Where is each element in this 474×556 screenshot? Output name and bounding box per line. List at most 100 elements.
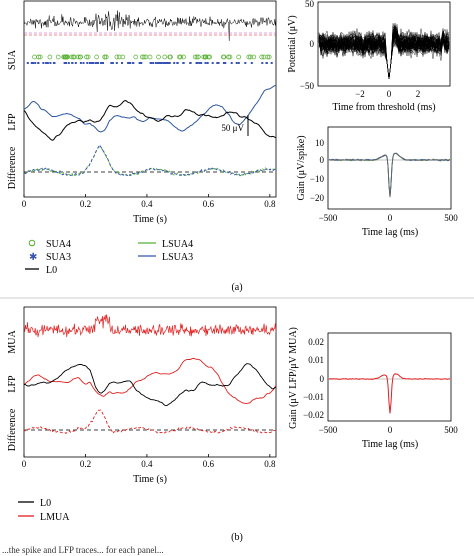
sua3-marker (230, 62, 233, 64)
sua3-marker (100, 62, 103, 64)
sua3-marker (82, 62, 85, 64)
sua3-marker (121, 62, 123, 64)
spike-waveform (318, 26, 450, 80)
spike-waveform (318, 28, 450, 80)
gain-b-xtick-neg500: −500 (319, 425, 338, 435)
legend-lsua4-label: LSUA4 (162, 239, 193, 250)
gain-a-xtick-500: 500 (444, 213, 458, 223)
sua4-marker (85, 54, 91, 60)
sua4-marker (114, 54, 120, 60)
sua3-marker (96, 62, 99, 64)
sua3-marker (42, 62, 45, 64)
sua3-marker (74, 62, 77, 64)
sua3-marker (250, 62, 253, 64)
gain-b-xlabel: Time lag (ms) (362, 439, 418, 450)
gain-inset-b-frame (327, 332, 452, 422)
sua4-marker (116, 54, 122, 60)
panel-a-frame (23, 0, 277, 198)
sua3-marker (163, 62, 165, 64)
gain-a-traces (328, 152, 451, 198)
waveform-ytick-neg50: −50 (300, 81, 315, 91)
gain-a-curve (328, 152, 451, 198)
gain-a-ytick-neg10: −10 (310, 174, 325, 184)
difference-sua3 (24, 143, 276, 177)
sua3-marker (30, 62, 33, 64)
scale-bar-label: 50 μV (221, 123, 244, 133)
waveform-xlabel: Time from threshold (ms) (332, 102, 435, 113)
sua4-marker (147, 54, 153, 60)
panel-a-main: 50 μV SUA LFP Difference 0 0.2 0.4 0.6 0.8 T… (7, 0, 277, 225)
sua4-marker (246, 54, 252, 60)
sua3-marker (211, 62, 214, 64)
row-label-difference-b: Difference (7, 408, 18, 451)
waveform-inset: 50 0 −50 −2 0 2 Time from threshold (ms)… (287, 0, 451, 113)
difference-trace-b (24, 409, 276, 435)
sua4-marker (227, 54, 233, 60)
gain-inset-b: 0.02 0.01 0 −0.01 −0.02 −500 0 500 Time … (288, 327, 458, 450)
legend-b-l0-label: L0 (40, 498, 51, 509)
sua4-marker (103, 54, 109, 60)
sua4-marker (84, 54, 89, 60)
sua4-marker (78, 54, 83, 60)
spike-waveform (318, 27, 450, 80)
gain-a-xtick-neg500: −500 (319, 213, 338, 223)
sua3-marker (129, 62, 132, 64)
l0-trace-b (24, 363, 276, 407)
x-axis-ticks: 0 0.2 0.4 0.6 0.8 (22, 194, 276, 209)
panel-b-frame (23, 306, 277, 458)
raw-sua-trace (24, 10, 276, 41)
legend-lsua3-label: LSUA3 (162, 252, 193, 263)
sua3-marker (67, 62, 70, 64)
sua3-marker (138, 62, 141, 64)
sua3-marker (52, 62, 55, 64)
gain-a-xlabel: Time lag (ms) (362, 227, 418, 238)
waveform-xtick-0: 0 (387, 89, 392, 99)
sua4-marker (178, 54, 183, 60)
waveform-ytick-50: 50 (305, 0, 315, 9)
sua4-marker (47, 54, 53, 60)
gain-inset-a: 10 0 −10 −20 −500 0 500 Time lag (ms) Ga… (296, 126, 458, 238)
sua3-marker (111, 62, 114, 64)
sua4-marker (201, 54, 207, 60)
sua3-marker (182, 62, 185, 64)
sua3-marker (49, 62, 52, 64)
sua4-marker (55, 54, 61, 60)
lmua-trace (24, 357, 276, 404)
sua4-marker (168, 54, 173, 60)
sua4-marker (32, 54, 37, 60)
row-label-lfp: LFP (7, 113, 18, 131)
sua4-marker (226, 54, 231, 60)
sua3-marker (65, 62, 68, 64)
sua3-marker (244, 62, 247, 64)
x-tick-label: 0.6 (203, 199, 215, 209)
sua3-marker (95, 62, 98, 64)
gain-b-ylabel: Gain (μV LFP/μV MUA) (288, 327, 299, 429)
sua3-marker (86, 62, 89, 64)
raw-trace (24, 10, 276, 41)
waveform-inset-frame (317, 1, 451, 87)
legend-a: SUA4 ✱ SUA3 L0 LSUA4 LSUA3 (25, 239, 193, 276)
sua4-marker (248, 54, 253, 60)
sua3-marker (79, 62, 82, 64)
waveform-ytick-0: 0 (310, 39, 315, 49)
sua4-marker (139, 54, 145, 60)
waveform-xtick-2: 2 (416, 89, 421, 99)
spike-waveform (318, 27, 450, 80)
sua3-marker (159, 62, 162, 64)
sua4-marker (251, 54, 257, 60)
x-tick-label: 0.4 (141, 199, 153, 209)
spike-waveform (318, 31, 450, 80)
sua3-marker (45, 62, 48, 64)
gain-a-ytick-10: 10 (315, 138, 325, 148)
panel-b-main: MUA LFP Difference 0 0.2 0.4 0.6 0.8 Time (s… (7, 306, 277, 485)
sua3-marker (127, 62, 130, 64)
gain-b-ytick-neg0.02: −0.02 (303, 410, 324, 420)
sua3-marker (165, 62, 167, 64)
gain-b-ytick-0: 0 (320, 374, 325, 384)
sua3-marker (92, 62, 94, 64)
x-tick-label: 0.2 (80, 459, 91, 469)
sua3-marker (217, 62, 220, 64)
sua3-marker (89, 62, 92, 64)
x-tick-label: 0.8 (264, 459, 276, 469)
sua4-marker (37, 54, 43, 60)
